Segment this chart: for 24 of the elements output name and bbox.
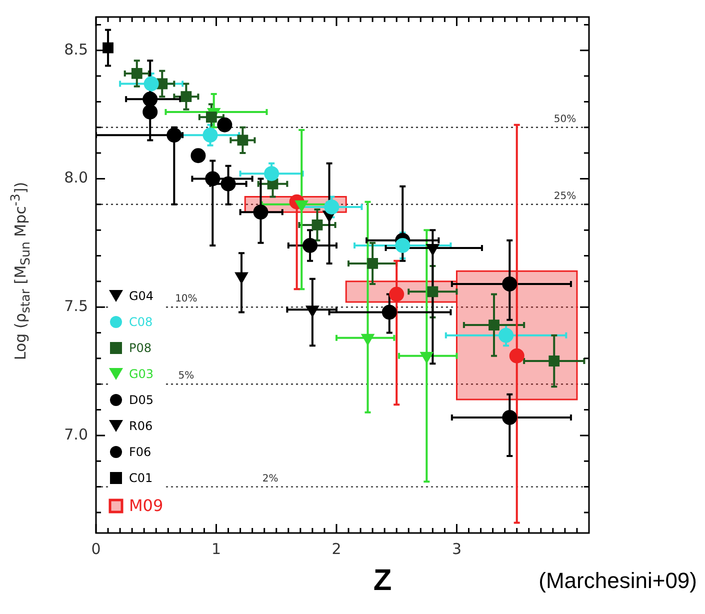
legend-label: M09 bbox=[129, 496, 164, 515]
legend-label: C01 bbox=[129, 471, 153, 485]
y-tick-label: 7.5 bbox=[64, 296, 88, 315]
x-tick-label: 0 bbox=[91, 540, 101, 558]
legend-label: C08 bbox=[129, 315, 153, 329]
y-tick-label: 8.0 bbox=[64, 168, 88, 187]
annotation: 25% bbox=[554, 190, 576, 202]
annotation: 10% bbox=[175, 294, 198, 305]
legend-label: G04 bbox=[129, 289, 154, 303]
text: (Marchesini+09) bbox=[538, 568, 697, 594]
legend-label: G03 bbox=[129, 367, 154, 381]
x-tick-label: 3 bbox=[452, 540, 462, 558]
legend-label: D05 bbox=[129, 393, 154, 407]
x-tick-label: 2 bbox=[332, 540, 342, 558]
y-tick-label: 8.5 bbox=[64, 40, 88, 58]
x-tick-label: 1 bbox=[211, 540, 222, 558]
annotation: 50% bbox=[554, 114, 576, 125]
y-tick-label: 7.0 bbox=[64, 425, 88, 444]
x-axis-title: Z bbox=[373, 564, 392, 598]
legend-label: R06 bbox=[129, 419, 153, 433]
legend-label: P08 bbox=[129, 341, 152, 355]
annotation: 2% bbox=[262, 473, 278, 484]
legend-label: F06 bbox=[129, 445, 152, 459]
annotation: 5% bbox=[178, 370, 194, 382]
